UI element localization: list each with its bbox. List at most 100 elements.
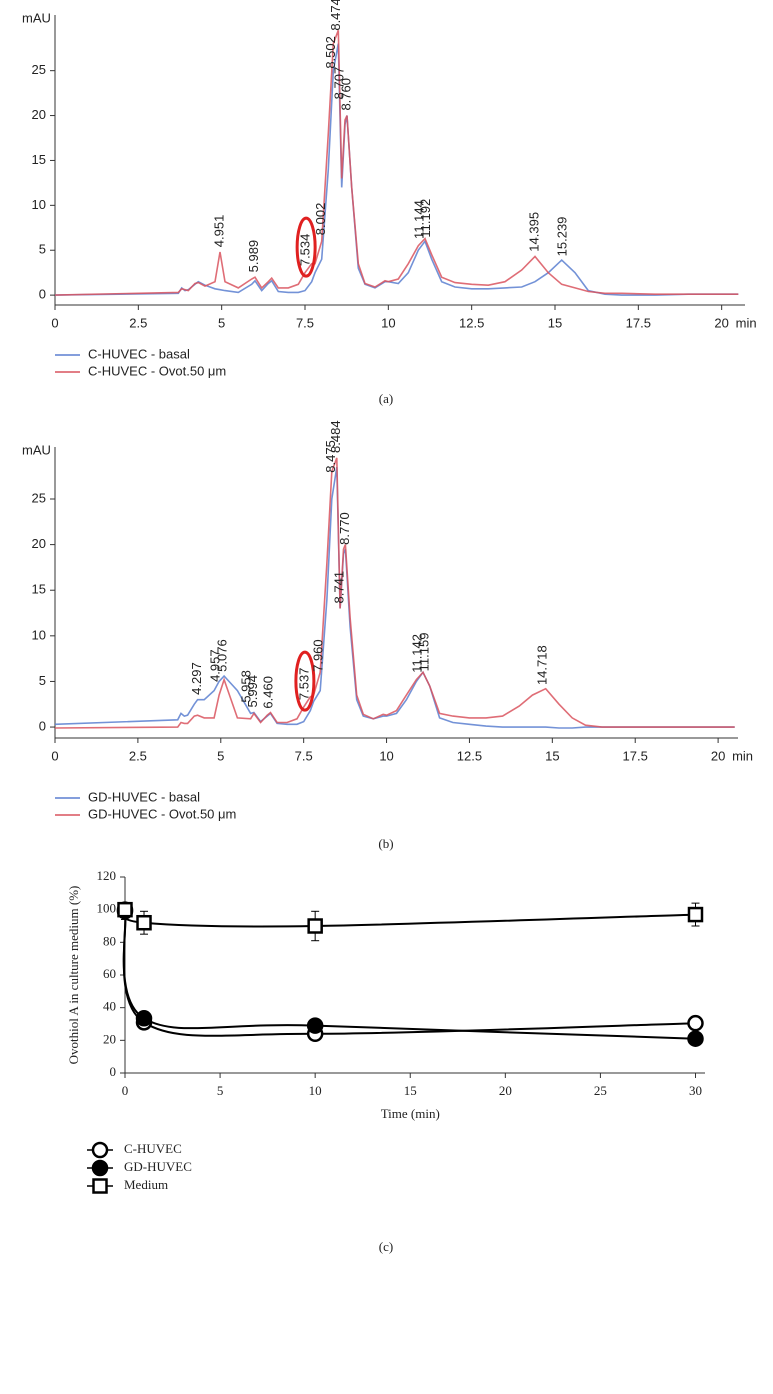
peak-label: 7.960	[310, 639, 325, 672]
peak-label: 8.474	[328, 0, 343, 31]
peak-label: 11.159	[416, 633, 431, 672]
x-tick-label: 5	[217, 1083, 224, 1098]
x-tick-label: 5	[217, 748, 224, 763]
series-line	[122, 908, 696, 928]
peak-label: 8.760	[338, 78, 353, 111]
x-tick-label: 7.5	[295, 748, 313, 763]
x-tick-label: 20	[714, 315, 728, 330]
peak-label: 14.718	[534, 645, 549, 685]
caption: (a)	[379, 391, 393, 406]
y-tick-label: 0	[39, 718, 46, 733]
y-tick-label: 0	[39, 287, 46, 302]
peak-label: 8.002	[313, 203, 328, 236]
series-line	[54, 43, 739, 296]
x-tick-label: 0	[122, 1083, 129, 1098]
y-tick-label: 60	[103, 966, 116, 981]
marker	[117, 901, 133, 918]
x-tick-label: 2.5	[129, 315, 147, 330]
caption: (c)	[379, 1239, 393, 1254]
y-tick-label: 20	[103, 1031, 116, 1046]
y-axis-label: Ovothiol A in culture medium (%)	[66, 886, 81, 1065]
legend-label: C-HUVEC - basal	[88, 346, 190, 361]
x-tick-label: 12.5	[457, 748, 482, 763]
highlight-ellipse	[295, 216, 317, 278]
peak-label: 15.239	[554, 217, 569, 257]
legend-label: C-HUVEC	[124, 1141, 182, 1156]
peak-label: 4.957	[208, 649, 223, 682]
series-line	[54, 457, 735, 729]
x-tick-label: 10	[309, 1083, 322, 1098]
x-tick-label: 10	[381, 315, 395, 330]
peak-label: 8.502	[323, 36, 338, 69]
peak-label: 8.475	[323, 440, 338, 473]
marker	[687, 1014, 704, 1032]
x-tick-label: 5	[218, 315, 225, 330]
x-axis-label: min	[732, 748, 753, 763]
peak-label: 5.076	[215, 639, 230, 672]
peak-label: 11.142	[409, 634, 424, 673]
y-tick-label: 5	[39, 242, 46, 257]
caption: (b)	[378, 836, 393, 851]
x-tick-label: 15	[548, 315, 562, 330]
legend-label: GD-HUVEC - Ovot.50 μm	[88, 806, 236, 821]
legend-label: GD-HUVEC - basal	[88, 789, 200, 804]
x-tick-label: 20	[499, 1083, 512, 1098]
y-tick-label: 40	[103, 999, 116, 1014]
x-tick-label: 30	[689, 1083, 702, 1098]
peak-label: 5.989	[246, 240, 261, 273]
legend-label: C-HUVEC - Ovot.50 μm	[88, 363, 226, 378]
marker	[306, 1017, 324, 1034]
y-tick-label: 10	[32, 197, 46, 212]
x-tick-label: 2.5	[129, 748, 147, 763]
legend-label: GD-HUVEC	[124, 1159, 192, 1174]
marker	[687, 1030, 704, 1047]
legend-marker	[91, 1141, 109, 1159]
peak-label: 5.994	[245, 675, 260, 708]
y-tick-label: 15	[32, 582, 46, 597]
x-tick-label: 15	[404, 1083, 417, 1098]
marker	[687, 906, 704, 923]
x-tick-label: 7.5	[296, 315, 314, 330]
y-tick-label: 5	[39, 673, 46, 688]
y-axis-label: mAU	[22, 442, 51, 457]
peak-label: 7.534	[298, 234, 313, 267]
marker	[307, 918, 323, 934]
series-line	[122, 909, 696, 1040]
y-tick-label: 20	[32, 536, 46, 551]
x-axis-label: min	[736, 315, 757, 330]
y-tick-label: 10	[32, 627, 46, 642]
x-tick-label: 0	[51, 748, 58, 763]
legend-marker	[91, 1159, 109, 1177]
peak-label: 6.460	[261, 676, 276, 709]
x-tick-label: 25	[594, 1083, 607, 1098]
x-tick-label: 17.5	[626, 315, 651, 330]
peak-label: 11.192	[418, 199, 433, 238]
peak-label: 14.395	[526, 212, 541, 252]
y-tick-label: 80	[103, 933, 116, 948]
x-axis-label: Time (min)	[381, 1106, 440, 1121]
series-line	[54, 30, 739, 296]
peak-label: 8.484	[328, 420, 343, 453]
series-line	[54, 466, 735, 729]
y-tick-label: 20	[32, 107, 46, 122]
x-tick-label: 20	[711, 748, 725, 763]
peak-label: 11.144	[411, 200, 426, 239]
highlight-ellipse	[294, 650, 316, 712]
marker	[135, 1010, 153, 1027]
x-tick-label: 15	[545, 748, 559, 763]
peak-label: 5.958	[239, 670, 254, 703]
y-tick-label: 25	[32, 490, 46, 505]
x-tick-label: 10	[379, 748, 393, 763]
y-axis-label: mAU	[22, 10, 51, 25]
legend-label: Medium	[124, 1177, 168, 1192]
peak-label: 8.707	[331, 67, 346, 100]
x-tick-label: 17.5	[623, 748, 648, 763]
peak-label: 8.770	[337, 512, 352, 545]
series-line	[122, 911, 696, 1037]
peak-label: 8.741	[332, 571, 347, 604]
peak-label: 4.951	[211, 215, 226, 248]
y-tick-label: 15	[32, 152, 46, 167]
y-tick-label: 120	[97, 868, 117, 883]
